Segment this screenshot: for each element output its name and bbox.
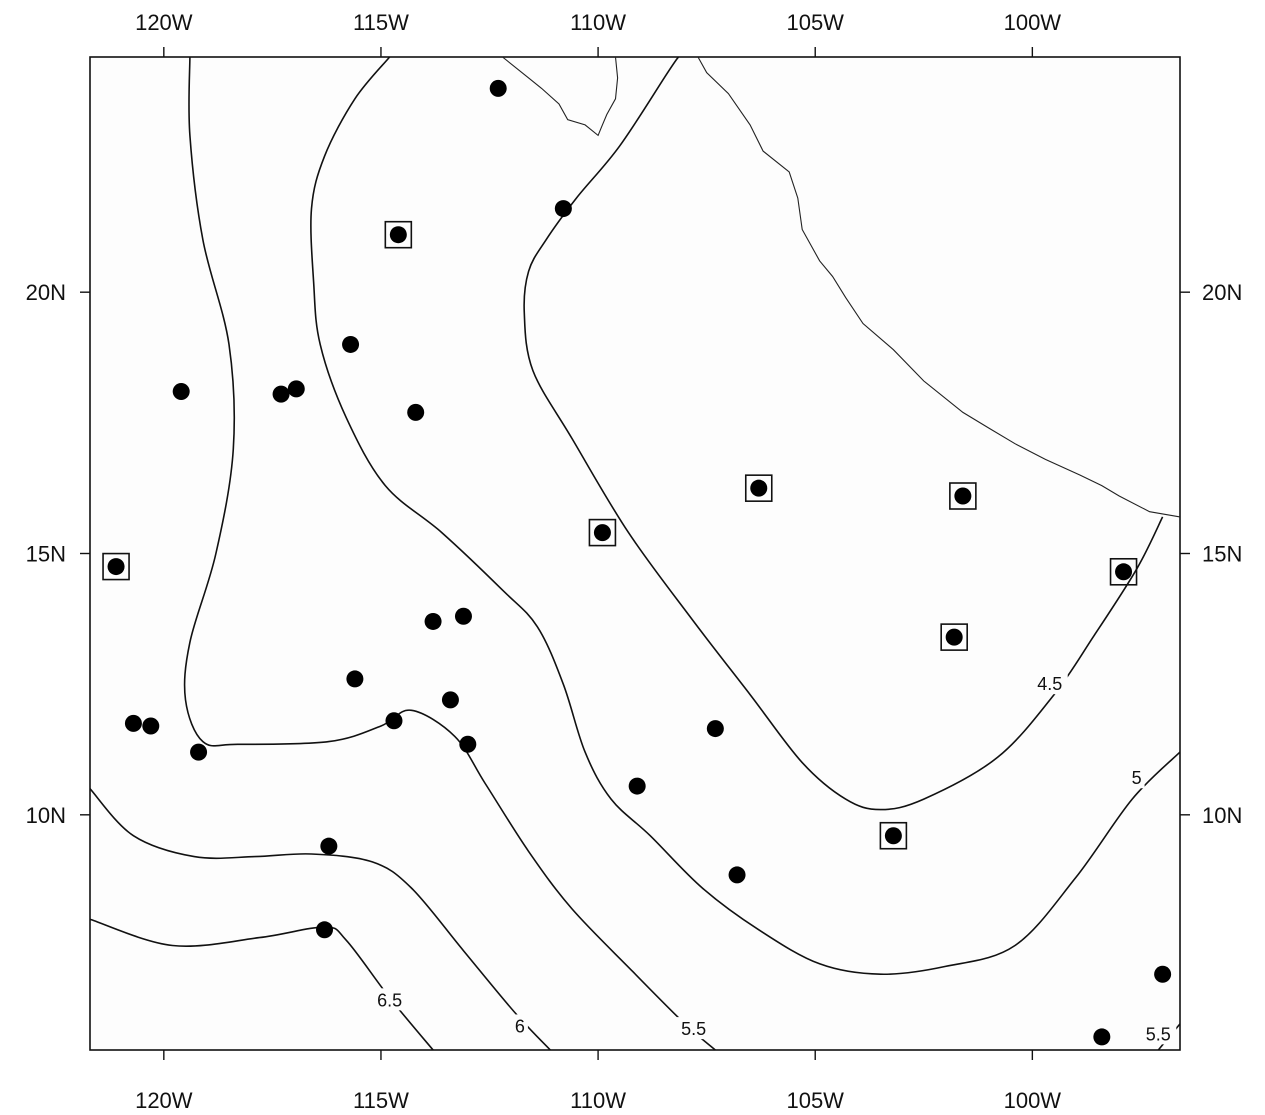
contour-label-halo (371, 988, 408, 1011)
y-tick-label-left: 20N (26, 280, 66, 305)
contour-label-halo (511, 1014, 528, 1037)
station-marker (441, 691, 459, 709)
x-tick-label-top: 110W (570, 10, 626, 35)
map-frame (89, 56, 1181, 1051)
station-marker (320, 837, 338, 855)
x-tick-label-top: 120W (135, 10, 193, 35)
x-tick-label-bottom: 110W (570, 1088, 626, 1113)
station-marker (454, 607, 472, 625)
station-layer (102, 79, 1172, 1046)
coastline-layer (502, 56, 1181, 518)
x-tick-label-top: 100W (1004, 10, 1062, 35)
station-marker (1093, 1028, 1111, 1046)
x-tick-label-bottom: 105W (786, 1088, 844, 1113)
x-tick-label-bottom: 115W (353, 1088, 409, 1113)
station-marker (459, 735, 477, 753)
station-marker-boxed (389, 226, 407, 244)
station-marker (142, 717, 160, 735)
x-tick-label-top: 115W (353, 10, 409, 35)
y-tick-label-right: 10N (1202, 803, 1242, 828)
station-marker (124, 714, 142, 732)
station-box (588, 518, 617, 547)
y-tick-label-left: 10N (26, 803, 66, 828)
station-marker-boxed (107, 558, 125, 576)
station-marker (728, 866, 746, 884)
station-marker-boxed (884, 827, 902, 845)
contour-label: 6.5 (377, 990, 402, 1010)
station-marker (628, 777, 646, 795)
station-marker (287, 380, 305, 398)
contour-label: 5.5 (681, 1019, 706, 1039)
contour-label-halo (675, 1017, 712, 1040)
contour-label: 4.5 (1037, 674, 1062, 694)
station-marker (272, 385, 290, 403)
station-marker-boxed (593, 524, 611, 542)
station-box (744, 474, 773, 502)
baja-gulf-coast (502, 56, 619, 137)
station-marker (346, 670, 364, 688)
contour-line-6 (89, 788, 551, 1051)
station-marker-boxed (750, 479, 768, 497)
station-marker-boxed (945, 628, 963, 646)
station-box (949, 482, 977, 510)
contour-label: 5 (1132, 768, 1142, 788)
station-box (102, 552, 130, 581)
x-tick-label-top: 105W (786, 10, 844, 35)
contour-label-halo (1140, 1022, 1177, 1045)
y-tick-label-right: 15N (1202, 542, 1242, 567)
station-marker (1154, 965, 1172, 983)
contour-label: 5.5 (1146, 1024, 1171, 1044)
contour-label-layer: 4.5 5 5.5 5.5 6 6.5 (371, 672, 1177, 1045)
station-marker-boxed (1115, 563, 1133, 581)
station-marker (316, 921, 334, 939)
station-marker (424, 612, 442, 630)
station-marker (706, 720, 724, 738)
station-box (1109, 557, 1138, 586)
station-marker (172, 382, 190, 400)
station-marker (489, 79, 507, 97)
contour-label: 6 (515, 1016, 525, 1036)
station-marker (385, 712, 403, 730)
station-marker-boxed (954, 487, 972, 505)
x-tick-label-bottom: 120W (135, 1088, 193, 1113)
y-tick-label-left: 15N (26, 542, 66, 567)
contour-layer (89, 56, 1181, 1051)
station-marker (554, 200, 572, 218)
station-marker (342, 335, 360, 353)
mainland-coast (697, 56, 1181, 518)
x-tick-label-bottom: 100W (1004, 1088, 1062, 1113)
station-marker (407, 403, 425, 421)
contour-label-halo (1128, 766, 1145, 789)
station-box (384, 220, 413, 249)
contour-line-5-5 (183, 56, 716, 1051)
contour-line-5 (310, 56, 1181, 976)
station-marker (190, 743, 208, 761)
station-box (879, 821, 908, 850)
station-box (940, 623, 968, 651)
axis-tick-layer: 120W 120W 115W 115W 110W 110W 105W 105W 100W 100W… (26, 10, 1243, 1113)
contour-label-halo (1031, 672, 1068, 695)
y-tick-label-right: 20N (1202, 280, 1242, 305)
